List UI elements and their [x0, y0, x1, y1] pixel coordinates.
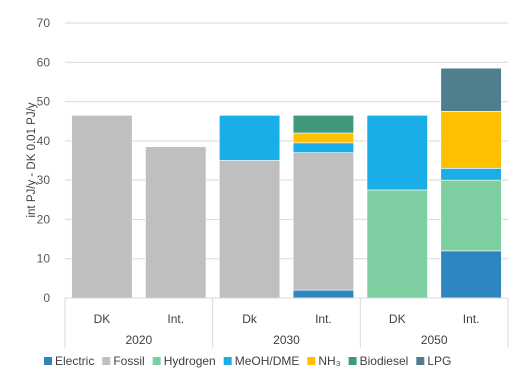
bar-segment	[292, 115, 354, 134]
bar-segment	[440, 179, 502, 252]
category-axis: DK Int. Dk Int. DK Int. 2020 2030 2050	[64, 297, 509, 348]
legend-label: Biodiesel	[360, 354, 409, 368]
bar-segment	[440, 250, 502, 299]
bar-segment	[292, 289, 354, 299]
y-tick-label: 30	[37, 173, 51, 187]
category-label: Dk	[242, 312, 258, 326]
bar-segment	[366, 189, 428, 299]
legend: Electric Fossil Hydrogen MeOH/DME NH₃ Biodies…	[44, 354, 451, 368]
y-tick-label: 20	[37, 212, 51, 226]
bar-segment	[292, 142, 354, 153]
y-tick-label: 10	[37, 252, 51, 266]
legend-swatch	[416, 357, 425, 365]
category-label: Int.	[167, 312, 184, 326]
group-label: 2050	[421, 333, 448, 347]
bar-segment	[219, 115, 281, 161]
legend-label: LPG	[427, 354, 451, 368]
group-label: 2020	[125, 333, 152, 347]
legend-swatch	[102, 357, 111, 365]
bar-segment	[292, 132, 354, 144]
y-tick-label: 50	[37, 95, 51, 109]
bar-segment	[366, 115, 428, 191]
y-tick-label: 40	[37, 134, 51, 148]
bar-segment	[440, 67, 502, 112]
legend-label: NH₃	[318, 354, 340, 368]
legend-label: Hydrogen	[164, 354, 216, 368]
bars	[71, 67, 502, 299]
category-label: Int.	[463, 312, 480, 326]
legend-label: Fossil	[113, 354, 144, 368]
legend-swatch	[223, 357, 232, 365]
category-label: DK	[389, 312, 406, 326]
bar-segment	[440, 168, 502, 181]
bar-segment	[440, 111, 502, 169]
legend-swatch	[44, 357, 52, 365]
group-label: 2030	[273, 333, 300, 347]
legend-swatch	[307, 357, 316, 365]
y-axis-title: int PJ/y - DK 0.01 PJ/y	[26, 102, 38, 217]
category-label: Int.	[315, 312, 332, 326]
bar-segment	[219, 160, 281, 299]
category-label: DK	[94, 312, 111, 326]
bar-segment	[292, 152, 354, 291]
legend-label: MeOH/DME	[235, 354, 300, 368]
y-tick-labels: 0 10 20 30 40 50 60 70	[37, 16, 51, 305]
bar-segment	[71, 115, 133, 299]
y-tick-label: 0	[43, 291, 50, 305]
y-tick-label: 70	[37, 16, 51, 30]
legend-swatch	[152, 357, 161, 365]
bar-segment	[145, 146, 207, 299]
legend-label: Electric	[55, 354, 94, 368]
legend-swatch	[348, 357, 357, 365]
y-tick-label: 60	[37, 55, 51, 69]
